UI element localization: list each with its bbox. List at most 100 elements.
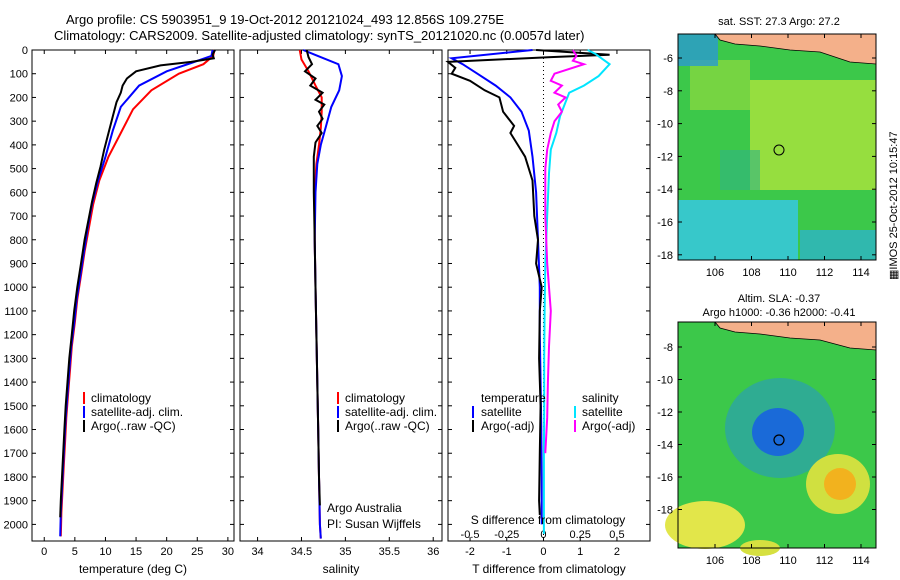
y-tick-label: 2000 <box>4 519 28 531</box>
map-x-tick-label: 106 <box>706 555 724 567</box>
annotation-pi-name: PI: Susan Wijffels <box>327 517 421 531</box>
x-tick-label: 10 <box>99 546 111 558</box>
map-y-tick-label: -12 <box>657 151 673 163</box>
y-tick-label: 1600 <box>4 425 28 437</box>
difference-lines <box>445 49 612 534</box>
legend-heading-salinity: salinity <box>582 391 619 405</box>
legend-label-argo: Argo(..raw -QC) <box>345 419 430 433</box>
x-tick-label: 5 <box>72 546 78 558</box>
map-y-tick-label: -16 <box>657 217 673 229</box>
y-tick-label: 200 <box>10 92 28 104</box>
salinity-axes: 34 34.5 35 35.5 36 <box>240 49 442 558</box>
y-tick-label: 1900 <box>4 496 28 508</box>
temperature-lines <box>59 49 216 537</box>
difference-xlabel-top: S difference from climatology <box>471 513 626 527</box>
sla-argo-location-marker <box>773 434 785 446</box>
y-tick-label: 600 <box>10 187 28 199</box>
y-tick-label: 1700 <box>4 448 28 460</box>
map-x-tick-label: 106 <box>706 267 724 279</box>
sla-map-title-line1: Altim. SLA: -0.37 <box>738 293 821 305</box>
sst-cool-patch <box>720 150 760 190</box>
sla-map-frame <box>677 321 877 549</box>
salinity-xlabel: salinity <box>323 562 360 576</box>
header-line1: Argo profile: CS 5903951_9 19-Oct-2012 2… <box>66 12 505 27</box>
sst-map-title: sat. SST: 27.3 Argo: 27.2 <box>718 16 840 28</box>
y-tick-label: 1500 <box>4 401 28 413</box>
map-y-tick-label: -16 <box>657 472 673 484</box>
map-y-tick-label: -12 <box>657 407 673 419</box>
y-tick-label: 300 <box>10 116 28 128</box>
x-tick-label: 34 <box>251 546 263 558</box>
y-tick-label: 900 <box>10 258 28 270</box>
series-line-satellite-adj-clim- <box>59 49 214 537</box>
map-x-tick-label: 114 <box>852 555 870 567</box>
y-tick-label: 100 <box>10 69 28 81</box>
y-tick-label: 1100 <box>4 306 28 318</box>
legend-label-temp-argo: Argo(-adj) <box>481 419 534 433</box>
y-tick-label: 1800 <box>4 472 28 484</box>
series-line-salinity-argo-adj- <box>544 49 588 454</box>
x-tick-label: 0 <box>540 546 546 558</box>
sst-cool-patch <box>800 230 876 260</box>
x-top-tick-label: -0.25 <box>494 529 519 541</box>
annotation-argo-australia: Argo Australia <box>327 501 402 515</box>
temperature-legend: climatology satellite-adj. clim. Argo(..… <box>83 391 183 433</box>
y-tick-label: 1000 <box>4 282 28 294</box>
map-y-tick-label: -18 <box>657 505 673 517</box>
temperature-xlabel: temperature (deg C) <box>79 562 187 576</box>
sst-warm-patch <box>690 60 750 110</box>
map-x-tick-label: 114 <box>852 267 870 279</box>
y-tick-label: 400 <box>10 140 28 152</box>
sla-high-anomaly <box>824 468 856 500</box>
sst-map-ticks: -6 -8 -10 -12 -14 -16 -18 106 108 110 112 114 <box>657 34 876 279</box>
legend-label-argo: Argo(..raw -QC) <box>91 419 176 433</box>
series-line-climatology <box>59 49 216 537</box>
sla-map <box>665 321 877 556</box>
map-y-tick-label: -8 <box>663 86 673 98</box>
x-tick-label: 0 <box>41 546 47 558</box>
difference-xlabel: T difference from climatology <box>472 562 626 576</box>
series-line-temperature-satellite <box>448 49 543 525</box>
y-tick-label: 0 <box>22 45 28 57</box>
sst-map <box>677 33 877 261</box>
imos-logo-icon: ▦ <box>888 269 900 280</box>
map-y-tick-label: -10 <box>657 119 673 131</box>
legend-label-climatology: climatology <box>91 391 151 405</box>
temperature-plot-frame <box>31 49 235 542</box>
header-line2: Climatology: CARS2009. Satellite-adjuste… <box>54 28 585 43</box>
x-tick-label: 15 <box>130 546 142 558</box>
imos-timestamp-text: IMOS 25-Oct-2012 10:15:47 <box>888 131 900 270</box>
series-line-argo-raw-qc- <box>303 49 326 506</box>
imos-timestamp: ▦IMOS 25-Oct-2012 10:15:47 <box>887 131 900 280</box>
x-tick-label: 30 <box>222 546 234 558</box>
legend-label-satellite: satellite-adj. clim. <box>91 405 183 419</box>
series-line-argo-raw-qc- <box>59 49 216 518</box>
y-tick-label: 500 <box>10 164 28 176</box>
map-x-tick-label: 108 <box>742 555 760 567</box>
x-tick-label: 25 <box>191 546 203 558</box>
x-tick-label: 36 <box>427 546 439 558</box>
x-tick-label: 2 <box>614 546 620 558</box>
x-tick-label: 35.5 <box>379 546 400 558</box>
legend-heading-temperature: temperature <box>481 391 546 405</box>
series-line-temperature-argo-adj- <box>445 49 610 515</box>
map-x-tick-label: 110 <box>779 555 797 567</box>
y-tick-label: 700 <box>10 211 28 223</box>
x-tick-label: 34.5 <box>291 546 312 558</box>
sst-warm-patch <box>750 80 876 190</box>
map-x-tick-label: 108 <box>742 267 760 279</box>
map-x-tick-label: 110 <box>779 267 797 279</box>
map-y-tick-label: -14 <box>657 440 673 452</box>
y-tick-label: 1200 <box>4 330 28 342</box>
x-top-tick-label: 0.5 <box>609 529 624 541</box>
sla-map-title-line2: Argo h1000: -0.36 h2000: -0.41 <box>703 307 856 319</box>
difference-legend: temperature satellite Argo(-adj) salinit… <box>472 391 635 433</box>
sst-argo-location-marker <box>773 144 785 156</box>
legend-label-climatology: climatology <box>345 391 405 405</box>
x-tick-label: 20 <box>161 546 173 558</box>
map-y-tick-label: -8 <box>663 342 673 354</box>
x-tick-label: 35 <box>339 546 351 558</box>
sla-map-ticks: -8 -10 -12 -14 -16 -18 106 108 110 112 114 <box>657 322 876 567</box>
